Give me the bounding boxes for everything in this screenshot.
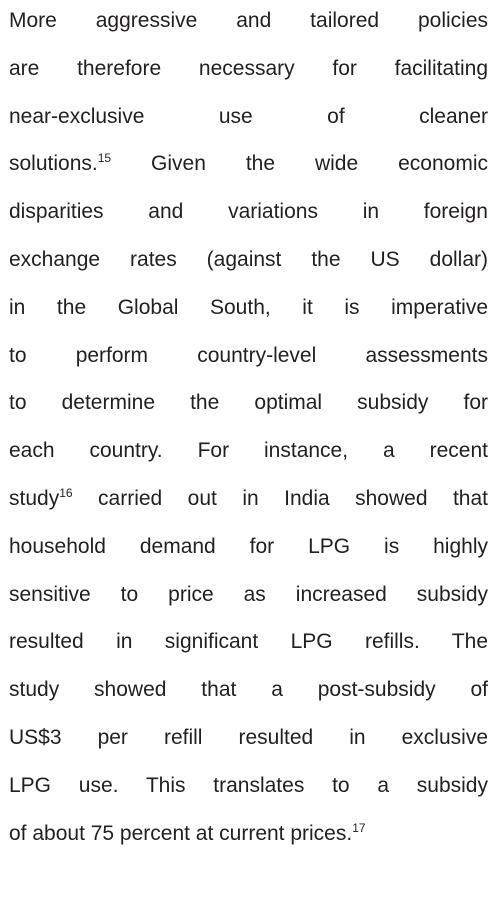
text-run: Given the wide economic: [111, 152, 488, 176]
text-run: solutions.: [9, 152, 98, 176]
text-line: in the Global South, it is imperative: [9, 284, 488, 332]
text-run: household demand for LPG is highly: [9, 534, 488, 558]
text-run: resulted in significant LPG refills. The: [9, 630, 488, 654]
text-line: More aggressive and tailored policies: [9, 0, 488, 45]
text-line: are therefore necessary for facilitating: [9, 45, 488, 93]
text-line: study16 carried out in India showed that: [9, 475, 488, 523]
text-line: solutions.15 Given the wide economic: [9, 140, 488, 188]
text-run: near-exclusive use of cleaner: [9, 104, 488, 128]
text-run: US$3 per refill resulted in exclusive: [9, 725, 488, 749]
text-run: each country. For instance, a recent: [9, 439, 488, 463]
text-line: study showed that a post-subsidy of: [9, 666, 488, 714]
text-line: disparities and variations in foreign: [9, 188, 488, 236]
paragraph: More aggressive and tailored policies are…: [9, 0, 488, 857]
text-run: LPG use. This translates to a subsidy: [9, 773, 488, 797]
text-line: resulted in significant LPG refills. The: [9, 618, 488, 666]
text-run: to determine the optimal subsidy for: [9, 391, 488, 415]
footnote-ref: 15: [97, 151, 112, 166]
text-line: of about 75 percent at current prices.17: [9, 810, 488, 858]
text-line: US$3 per refill resulted in exclusive: [9, 714, 488, 762]
text-line: sensitive to price as increased subsidy: [9, 571, 488, 619]
text-run: More aggressive and tailored policies: [9, 9, 488, 32]
text-line: household demand for LPG is highly: [9, 523, 488, 571]
text-line: near-exclusive use of cleaner: [9, 93, 488, 141]
text-line: each country. For instance, a recent: [9, 427, 488, 475]
text-run: are therefore necessary for facilitating: [9, 56, 488, 80]
text-run: study showed that a post-subsidy of: [9, 678, 488, 702]
text-line: exchange rates (against the US dollar): [9, 236, 488, 284]
footnote-ref: 17: [352, 820, 366, 835]
text-line: LPG use. This translates to a subsidy: [9, 762, 488, 810]
text-run: carried out in India showed that: [72, 486, 488, 510]
text-run: exchange rates (against the US dollar): [9, 247, 488, 271]
text-run: of about 75 percent at current prices.: [9, 821, 353, 845]
text-run: sensitive to price as increased subsidy: [9, 582, 488, 606]
text-line: to determine the optimal subsidy for: [9, 379, 488, 427]
text-run: disparities and variations in foreign: [9, 200, 488, 224]
text-line: to perform country-level assessments: [9, 332, 488, 380]
text-run: to perform country-level assessments: [9, 343, 488, 367]
footnote-ref: 16: [59, 485, 73, 500]
text-run: study: [9, 486, 60, 510]
text-run: in the Global South, it is imperative: [9, 295, 488, 319]
